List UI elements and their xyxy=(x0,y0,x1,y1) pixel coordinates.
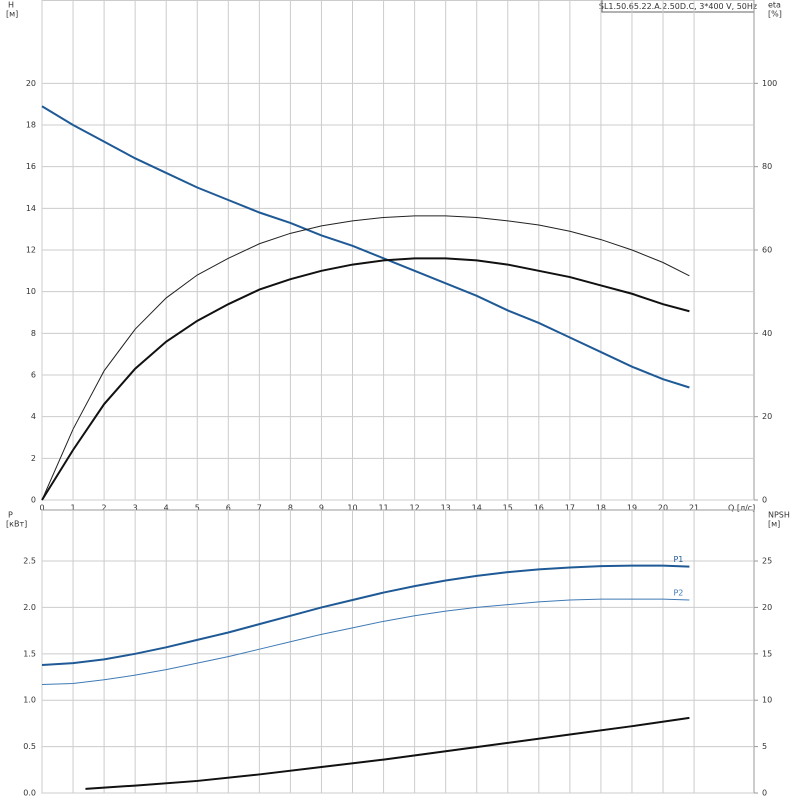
curve xyxy=(41,564,690,666)
y-tick-label: 2.0 xyxy=(23,603,36,612)
y2-tick-label: 10 xyxy=(762,696,772,705)
y2-tick-label: 20 xyxy=(762,412,772,421)
y-axis-label: P xyxy=(8,511,13,520)
curve xyxy=(41,257,690,501)
y-tick-label: 14 xyxy=(26,204,36,213)
y2-tick-label: 0 xyxy=(762,496,767,505)
y2-axis-label: eta xyxy=(768,1,781,10)
y-tick-label: 20 xyxy=(26,79,36,88)
y2-tick-label: 15 xyxy=(762,649,772,658)
y-tick-label: 2.5 xyxy=(23,557,36,566)
y-tick-label: 6 xyxy=(31,371,36,380)
y-tick-label: 1.0 xyxy=(23,696,36,705)
y-tick-label: 2 xyxy=(31,454,36,463)
x-tick-label: 9 xyxy=(319,504,324,513)
x-tick-label: 11 xyxy=(378,504,388,513)
x-tick-label: 1 xyxy=(71,504,76,513)
y2-tick-label: 80 xyxy=(762,162,772,171)
y-axis-unit: [кВт] xyxy=(6,520,27,529)
curve xyxy=(41,598,690,685)
y2-tick-label: 100 xyxy=(762,79,777,88)
x-tick-label: 5 xyxy=(195,504,200,513)
curve xyxy=(41,215,690,501)
y2-tick-label: 5 xyxy=(762,742,767,751)
y-axis-unit: [м] xyxy=(6,10,18,19)
x-tick-label: 6 xyxy=(226,504,231,513)
x-tick-label: 10 xyxy=(347,504,357,513)
y2-axis-unit: [м] xyxy=(768,520,780,529)
x-tick-label: 0 xyxy=(39,504,44,513)
x-tick-label: 7 xyxy=(257,504,262,513)
y2-tick-label: 0 xyxy=(762,789,767,798)
y2-tick-label: 40 xyxy=(762,329,772,338)
x-tick-label: 17 xyxy=(565,504,575,513)
curve-label: P1 xyxy=(673,555,683,564)
header-title: SL1.50.65.22.A.2.50D.C, 3*400 V, 50Hz xyxy=(599,2,757,11)
x-tick-label: 3 xyxy=(133,504,138,513)
x-tick-label: 15 xyxy=(503,504,513,513)
curve xyxy=(85,716,690,790)
x-tick-label: 2 xyxy=(102,504,107,513)
x-tick-label: 16 xyxy=(534,504,544,513)
curve xyxy=(41,105,690,389)
y2-axis-unit: [%] xyxy=(768,10,782,19)
y-tick-label: 4 xyxy=(31,412,36,421)
x-axis-label: Q [л/с] xyxy=(728,504,755,513)
y-tick-label: 0 xyxy=(31,496,36,505)
x-tick-label: 13 xyxy=(441,504,451,513)
x-tick-label: 21 xyxy=(689,504,699,513)
y-axis-label: H xyxy=(8,1,14,10)
y-tick-label: 18 xyxy=(26,121,36,130)
y2-tick-label: 60 xyxy=(762,246,772,255)
x-tick-label: 19 xyxy=(627,504,637,513)
y-tick-label: 0.0 xyxy=(23,789,36,798)
x-tick-label: 4 xyxy=(164,504,169,513)
y2-tick-label: 25 xyxy=(762,557,772,566)
y2-tick-label: 20 xyxy=(762,603,772,612)
y2-axis-label: NPSH xyxy=(768,511,790,520)
y-tick-label: 12 xyxy=(26,246,36,255)
x-tick-label: 20 xyxy=(658,504,668,513)
y-tick-label: 16 xyxy=(26,162,36,171)
y-tick-label: 0.5 xyxy=(23,742,36,751)
y-tick-label: 8 xyxy=(31,329,36,338)
x-tick-label: 12 xyxy=(410,504,420,513)
curve-label: P2 xyxy=(673,589,683,598)
y-tick-label: 1.5 xyxy=(23,649,36,658)
x-tick-label: 8 xyxy=(288,504,293,513)
y-tick-label: 10 xyxy=(26,287,36,296)
x-tick-label: 14 xyxy=(472,504,482,513)
x-tick-label: 18 xyxy=(596,504,606,513)
